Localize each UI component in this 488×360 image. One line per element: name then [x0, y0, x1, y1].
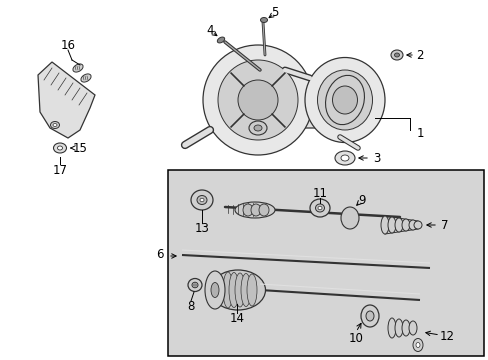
Ellipse shape [317, 70, 372, 130]
Text: 8: 8 [187, 300, 194, 312]
Text: 13: 13 [194, 221, 209, 234]
Polygon shape [38, 62, 95, 138]
Ellipse shape [408, 321, 416, 335]
Ellipse shape [259, 204, 268, 216]
Ellipse shape [415, 342, 419, 347]
Text: 14: 14 [229, 311, 244, 324]
Ellipse shape [412, 338, 422, 351]
Ellipse shape [193, 284, 196, 286]
Ellipse shape [380, 216, 388, 234]
Ellipse shape [248, 121, 266, 135]
Ellipse shape [408, 220, 416, 230]
Ellipse shape [246, 274, 257, 306]
Ellipse shape [315, 204, 324, 212]
Ellipse shape [334, 151, 354, 165]
Ellipse shape [228, 273, 239, 307]
Ellipse shape [204, 271, 224, 309]
Ellipse shape [223, 272, 232, 308]
Text: 2: 2 [415, 49, 423, 62]
Text: 7: 7 [440, 219, 448, 231]
Ellipse shape [360, 305, 378, 327]
FancyBboxPatch shape [278, 106, 339, 128]
Ellipse shape [394, 53, 399, 57]
Ellipse shape [58, 146, 62, 150]
Text: 9: 9 [358, 194, 365, 207]
Ellipse shape [309, 199, 329, 217]
Ellipse shape [401, 219, 409, 231]
Ellipse shape [241, 274, 250, 306]
Text: 4: 4 [206, 23, 213, 36]
Ellipse shape [235, 202, 274, 218]
Ellipse shape [413, 221, 421, 229]
Ellipse shape [340, 207, 358, 229]
Ellipse shape [235, 273, 244, 307]
Ellipse shape [210, 283, 219, 297]
Bar [168, 170, 483, 356]
Text: 12: 12 [439, 329, 453, 342]
Ellipse shape [192, 282, 198, 288]
Text: 6: 6 [156, 248, 163, 261]
Ellipse shape [238, 80, 278, 120]
Text: 15: 15 [72, 141, 87, 154]
Ellipse shape [50, 122, 60, 129]
Ellipse shape [394, 319, 402, 337]
Ellipse shape [394, 218, 402, 232]
Ellipse shape [340, 155, 348, 161]
Ellipse shape [260, 18, 267, 23]
Ellipse shape [401, 320, 409, 336]
Ellipse shape [197, 195, 206, 204]
Ellipse shape [218, 60, 297, 140]
Ellipse shape [200, 198, 203, 202]
Ellipse shape [210, 270, 265, 310]
Ellipse shape [387, 217, 395, 233]
Text: 16: 16 [61, 39, 75, 51]
Ellipse shape [217, 37, 224, 43]
Ellipse shape [53, 143, 66, 153]
Ellipse shape [187, 279, 202, 292]
Ellipse shape [73, 64, 83, 72]
Ellipse shape [332, 86, 357, 114]
Ellipse shape [243, 204, 252, 216]
Ellipse shape [365, 311, 373, 321]
Ellipse shape [191, 190, 213, 210]
Text: 3: 3 [372, 152, 380, 165]
Text: 11: 11 [312, 186, 327, 199]
Ellipse shape [390, 50, 402, 60]
Ellipse shape [250, 204, 261, 216]
Ellipse shape [305, 58, 384, 143]
Text: 1: 1 [415, 126, 423, 140]
Text: 5: 5 [271, 5, 278, 18]
Ellipse shape [203, 45, 312, 155]
Ellipse shape [253, 125, 262, 131]
Ellipse shape [81, 74, 91, 82]
Ellipse shape [53, 123, 57, 126]
Text: 17: 17 [52, 163, 67, 176]
Ellipse shape [317, 206, 321, 210]
Ellipse shape [387, 318, 395, 338]
Text: 10: 10 [348, 332, 363, 345]
